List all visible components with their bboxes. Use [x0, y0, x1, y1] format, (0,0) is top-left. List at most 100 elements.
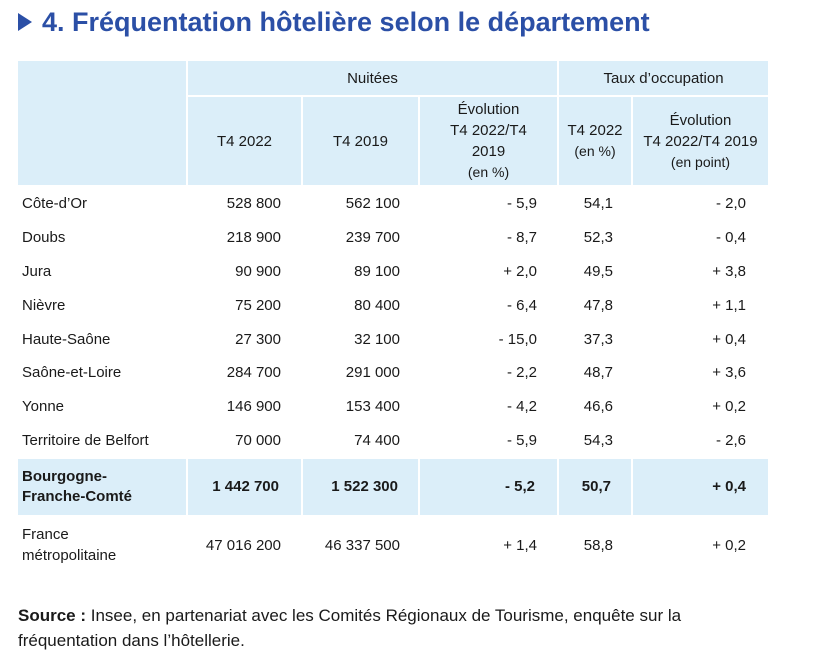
total-row: Bourgogne- Franche-Comté 1 442 700 1 522… — [18, 457, 768, 516]
header-t4-2022: T4 2022 — [188, 97, 303, 187]
cell-taux: 47,8 — [583, 296, 613, 314]
total-t4-2022: 1 442 700 — [188, 457, 303, 516]
france-taux: 58,8 — [583, 536, 613, 554]
frequentation-table: Nuitées Taux d’occupation T4 2022 T4 201… — [18, 61, 768, 575]
cell-t4-2022: 70 000 — [235, 431, 281, 449]
cell-taux: 37,3 — [583, 330, 613, 348]
cell-t4-2022: 218 900 — [226, 229, 281, 247]
cell-taux: 49,5 — [583, 262, 613, 280]
cell-evolution-taux: - 2,0 — [715, 195, 746, 213]
header-evolution-line-3: 2019 — [471, 143, 506, 160]
source-note: Source : Insee, en partenariat avec les … — [18, 603, 818, 653]
header-evolution-taux-line-1: Évolution — [669, 111, 732, 129]
cell-evolution: - 2,2 — [506, 364, 537, 382]
cell-t4-2022: 284 700 — [226, 364, 281, 382]
source-label: Source : — [18, 606, 87, 625]
cell-t4-2022: 90 900 — [235, 262, 281, 280]
cell-evolution-taux: + 0,2 — [712, 398, 746, 416]
cell-t4-2019: 80 400 — [354, 296, 400, 314]
total-evolution-taux: + 0,4 — [633, 457, 768, 516]
table-row: Côte-d’Or 528 800 562 100 - 5,9 54,1 - 2… — [18, 187, 768, 221]
france-label-line-2: métropolitaine — [22, 547, 117, 565]
header-taux-line-1: T4 2022 — [567, 122, 623, 139]
cell-evolution-taux: + 0,4 — [712, 330, 746, 348]
total-label: Bourgogne- Franche-Comté — [18, 457, 188, 516]
header-evolution-taux-line-2: T4 2022/T4 2019 — [643, 132, 758, 150]
cell-evolution: - 5,9 — [506, 431, 537, 449]
cell-evolution-taux: + 3,6 — [712, 364, 746, 382]
header-row-groups: Nuitées Taux d’occupation — [18, 61, 768, 187]
cell-evolution: + 2,0 — [503, 262, 537, 280]
cell-taux: 54,1 — [583, 195, 613, 213]
cell-t4-2019: 89 100 — [354, 262, 400, 280]
cell-t4-2019: 74 400 — [354, 431, 400, 449]
row-label: Doubs — [22, 229, 66, 247]
row-label: Saône-et-Loire — [22, 364, 122, 382]
cell-t4-2022: 75 200 — [235, 296, 281, 314]
cell-evolution-taux: - 0,4 — [715, 229, 746, 247]
cell-t4-2019: 32 100 — [354, 330, 400, 348]
cell-evolution: - 5,9 — [506, 195, 537, 213]
source-text-line-2: fréquentation dans l’hôtellerie. — [18, 631, 245, 650]
table-row: Doubs 218 900 239 700 - 8,7 52,3 - 0,4 — [18, 221, 768, 255]
row-label: Nièvre — [22, 296, 66, 314]
total-label-line-2: Franche-Comté — [22, 488, 133, 506]
row-label: Yonne — [22, 398, 64, 416]
header-taux-t4-2022: T4 2022 (en %) — [559, 97, 633, 187]
header-evolution-unit: (en %) — [467, 164, 510, 180]
france-t4-2022: 47 016 200 — [205, 536, 281, 554]
cell-evolution: - 15,0 — [498, 330, 537, 348]
header-row-columns: T4 2022 T4 2019 Évolution T4 2022/T4 201… — [18, 97, 768, 187]
header-taux-unit: (en %) — [574, 143, 616, 159]
france-t4-2019: 46 337 500 — [324, 536, 400, 554]
header-evolution-line-2: T4 2022/T4 — [450, 122, 527, 139]
header-group-taux: Taux d’occupation — [559, 61, 768, 97]
row-label: Côte-d’Or — [22, 195, 88, 213]
header-t4-2019: T4 2019 — [303, 97, 420, 187]
total-label-line-1: Bourgogne- — [22, 468, 107, 486]
cell-t4-2022: 27 300 — [235, 330, 281, 348]
cell-evolution: - 6,4 — [506, 296, 537, 314]
cell-taux: 46,6 — [583, 398, 613, 416]
header-evolution-nuitees: Évolution T4 2022/T4 2019 (en %) — [420, 97, 559, 187]
cell-t4-2019: 562 100 — [345, 195, 400, 213]
header-evolution-line-1: Évolution — [457, 101, 520, 118]
cell-taux: 52,3 — [583, 229, 613, 247]
source-text-line-1: Insee, en partenariat avec les Comités R… — [86, 606, 682, 625]
france-evolution-taux: + 0,2 — [712, 536, 746, 554]
row-label: Haute-Saône — [22, 330, 111, 348]
cell-evolution: - 8,7 — [506, 229, 537, 247]
cell-t4-2019: 291 000 — [345, 364, 400, 382]
row-label: Jura — [22, 262, 52, 280]
header-evolution-taux: Évolution T4 2022/T4 2019 (en point) — [633, 97, 768, 187]
cell-evolution-taux: + 3,8 — [712, 262, 746, 280]
cell-t4-2022: 528 800 — [226, 195, 281, 213]
cell-evolution-taux: - 2,6 — [715, 431, 746, 449]
table-row: Yonne 146 900 153 400 - 4,2 46,6 + 0,2 — [18, 390, 768, 424]
cell-taux: 48,7 — [583, 364, 613, 382]
table-row: Nièvre 75 200 80 400 - 6,4 47,8 + 1,1 — [18, 288, 768, 322]
triangle-marker-icon — [18, 13, 32, 31]
cell-t4-2019: 153 400 — [345, 398, 400, 416]
cell-taux: 54,3 — [583, 431, 613, 449]
header-evolution-taux-unit: (en point) — [670, 153, 731, 170]
table-title: 4. Fréquentation hôtelière selon le dépa… — [18, 4, 650, 40]
header-group-nuitees: Nuitées — [188, 61, 559, 97]
total-evolution: - 5,2 — [420, 457, 559, 516]
france-row: France métropolitaine 47 016 200 46 337 … — [18, 515, 768, 575]
table-row: Saône-et-Loire 284 700 291 000 - 2,2 48,… — [18, 356, 768, 390]
cell-t4-2019: 239 700 — [345, 229, 400, 247]
cell-t4-2022: 146 900 — [226, 398, 281, 416]
france-label-line-1: France — [22, 526, 69, 544]
table-row: Territoire de Belfort 70 000 74 400 - 5,… — [18, 424, 768, 458]
header-empty-cell — [18, 61, 188, 187]
france-evolution: + 1,4 — [503, 536, 537, 554]
total-taux: 50,7 — [559, 457, 633, 516]
table-row: Haute-Saône 27 300 32 100 - 15,0 37,3 + … — [18, 322, 768, 356]
france-label: France métropolitaine — [18, 515, 188, 575]
row-label: Territoire de Belfort — [22, 431, 149, 449]
total-t4-2019: 1 522 300 — [303, 457, 420, 516]
table-row: Jura 90 900 89 100 + 2,0 49,5 + 3,8 — [18, 255, 768, 289]
cell-evolution: - 4,2 — [506, 398, 537, 416]
cell-evolution-taux: + 1,1 — [712, 296, 746, 314]
